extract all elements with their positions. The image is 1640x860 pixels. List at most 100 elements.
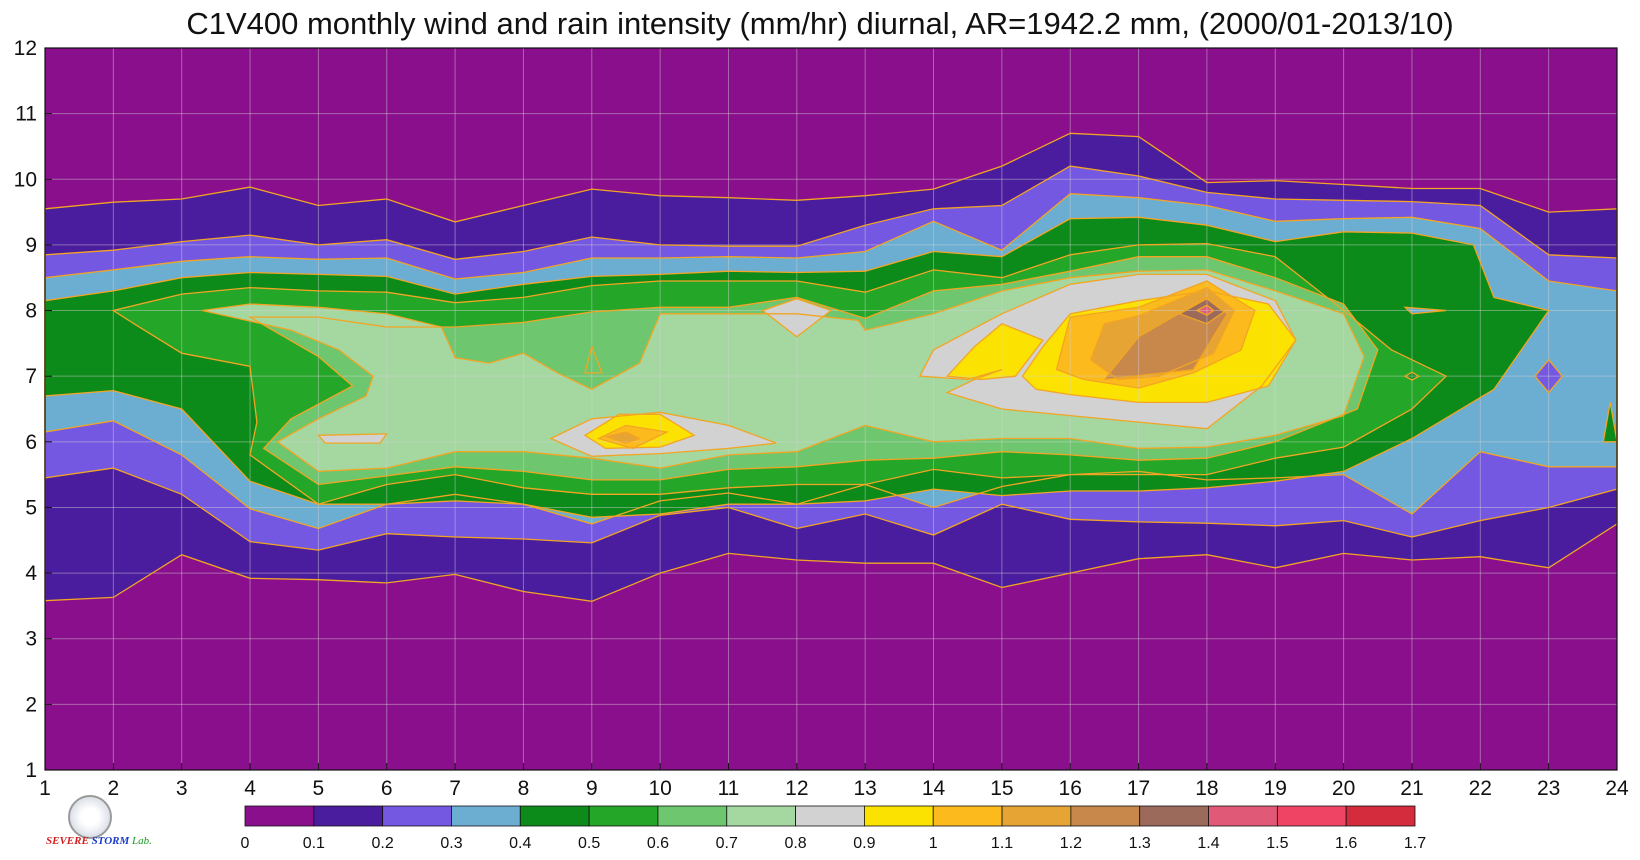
colorbar-label-1: 0.1 xyxy=(303,835,325,852)
y-tick-label-12: 12 xyxy=(14,37,37,60)
contour-line-0.8-3 xyxy=(316,433,389,444)
contour-line-1.3-0 xyxy=(1178,297,1226,325)
x-tick-label-17: 17 xyxy=(1127,777,1150,800)
colorbar-swatch-11 xyxy=(1001,805,1072,827)
plot-frame xyxy=(44,47,1618,771)
x-tick-label-19: 19 xyxy=(1264,777,1287,800)
logo-text: SEVERE STORM Lab. xyxy=(46,835,152,847)
x-tick-label-10: 10 xyxy=(648,777,671,800)
contour-line-1-0 xyxy=(596,424,670,450)
contour-line-0.7-0 xyxy=(202,269,1365,473)
y-tick-label-2: 2 xyxy=(25,693,37,716)
colorbar-swatch-9 xyxy=(864,805,934,827)
colorbar-label-12: 1.2 xyxy=(1060,835,1082,852)
x-tick-label-1: 1 xyxy=(39,777,51,800)
colorbar-swatch-3 xyxy=(451,805,521,827)
contour-hole-line-1 xyxy=(1403,306,1447,315)
colorbar-label-4: 0.4 xyxy=(509,835,531,852)
band-0.8-1 xyxy=(762,298,831,337)
lab-logo: SEVERE STORM Lab. xyxy=(40,795,152,857)
x-tick-label-16: 16 xyxy=(1059,777,1082,800)
colorbar-label-11: 1.1 xyxy=(991,835,1013,852)
contour-fills xyxy=(45,48,1617,770)
colorbar-label-6: 0.6 xyxy=(647,835,669,852)
x-tick-label-2: 2 xyxy=(108,777,120,800)
x-tick-label-23: 23 xyxy=(1537,777,1560,800)
band-0.4-1 xyxy=(1603,402,1617,442)
contour-line-1.1-1 xyxy=(1089,286,1236,381)
x-tick-label-21: 21 xyxy=(1400,777,1423,800)
x-tick-label-13: 13 xyxy=(853,777,876,800)
x-tick-label-24: 24 xyxy=(1605,777,1629,800)
contour-line-0.8-1 xyxy=(761,298,833,338)
colorbar-swatch-4 xyxy=(519,805,590,827)
y-tick-label-9: 9 xyxy=(25,234,37,257)
x-axis: 1 2 3 4 5 6 7 8 9 10 11 12 13 14 15 16 17 18 19 20 21 22 23 24 xyxy=(39,763,1629,800)
colorbar-swatch-13 xyxy=(1139,805,1209,827)
colorbar-label-3: 0.3 xyxy=(440,835,462,852)
contour-line-1-1 xyxy=(1055,280,1256,389)
x-tick-label-15: 15 xyxy=(990,777,1013,800)
y-tick-label-11: 11 xyxy=(15,103,37,126)
x-tick-label-18: 18 xyxy=(1195,777,1218,800)
contour-line-0.9-0 xyxy=(583,413,696,450)
colorbar-label-0: 0 xyxy=(241,835,250,852)
colorbar-label-9: 0.9 xyxy=(853,835,875,852)
colorbar-label-13: 1.3 xyxy=(1129,835,1151,852)
contour-line-0.8-2 xyxy=(918,273,1297,430)
contour-hole-line-0 xyxy=(1534,358,1564,394)
contour-line-0.6-1 xyxy=(584,344,603,374)
chart-title: C1V400 monthly wind and rain intensity (… xyxy=(186,6,1454,41)
colorbar: 0 0.1 0.2 0.3 0.4 0.5 0.6 0.7 0.8 0.9 1 1.1 1.2 1.3 1.… xyxy=(241,805,1426,852)
band-hole-1 xyxy=(1405,307,1447,314)
colorbar-label-7: 0.7 xyxy=(716,835,738,852)
logo-text-2: STORM xyxy=(91,835,130,847)
colorbar-label-17: 1.7 xyxy=(1404,835,1426,852)
colorbar-swatch-12 xyxy=(1070,805,1141,827)
y-tick-label-4: 4 xyxy=(25,562,37,585)
contour-line-1.2-0 xyxy=(1102,296,1229,381)
colorbar-label-14: 1.4 xyxy=(1197,835,1219,852)
logo-text-1: SEVERE xyxy=(46,835,89,847)
y-tick-label-3: 3 xyxy=(25,628,37,651)
colorbar-swatch-10 xyxy=(932,805,1003,827)
band-0.8-3 xyxy=(318,433,387,444)
contour-line-0.9-1 xyxy=(945,322,1044,381)
x-tick-label-11: 11 xyxy=(718,777,740,800)
contour-line-0.4-1 xyxy=(1602,402,1618,443)
contour-line-1.4-0 xyxy=(1195,304,1215,316)
contour-line-1.1-0 xyxy=(603,431,642,444)
x-tick-label-6: 6 xyxy=(381,777,393,800)
colorbar-swatch-5 xyxy=(588,805,659,827)
x-tick-label-7: 7 xyxy=(449,777,461,800)
colorbar-swatch-14 xyxy=(1208,805,1278,827)
x-tick-label-9: 9 xyxy=(586,777,598,800)
x-tick-label-14: 14 xyxy=(922,777,946,800)
colorbar-label-10: 1 xyxy=(929,835,938,852)
y-tick-label-8: 8 xyxy=(25,300,37,323)
seal-emblem xyxy=(68,795,112,839)
colorbar-swatch-2 xyxy=(382,805,452,827)
x-tick-label-3: 3 xyxy=(176,777,188,800)
contour-line-0.9-2 xyxy=(1021,290,1297,404)
x-tick-label-12: 12 xyxy=(785,777,808,800)
x-tick-label-20: 20 xyxy=(1332,777,1355,800)
contour-line-0.4-0 xyxy=(44,216,1550,518)
colorbar-swatch-6 xyxy=(657,805,728,827)
band-0.6-1 xyxy=(584,346,602,373)
y-tick-label-1: 1 xyxy=(25,759,37,782)
colorbar-swatch-7 xyxy=(726,805,796,827)
colorbar-label-8: 0.8 xyxy=(784,835,806,852)
colorbar-swatch-1 xyxy=(313,805,384,827)
colorbar-label-15: 1.5 xyxy=(1266,835,1288,852)
colorbar-swatch-15 xyxy=(1276,805,1347,827)
colorbar-label-2: 0.2 xyxy=(372,835,394,852)
contour-line-0.5-0 xyxy=(111,242,1448,505)
y-tick-label-7: 7 xyxy=(25,365,37,388)
contour-hole-line-2 xyxy=(1403,371,1421,381)
x-tick-label-5: 5 xyxy=(313,777,325,800)
y-tick-label-6: 6 xyxy=(25,431,37,454)
colorbar-label-5: 0.5 xyxy=(578,835,600,852)
colorbar-swatch-16 xyxy=(1345,805,1416,827)
